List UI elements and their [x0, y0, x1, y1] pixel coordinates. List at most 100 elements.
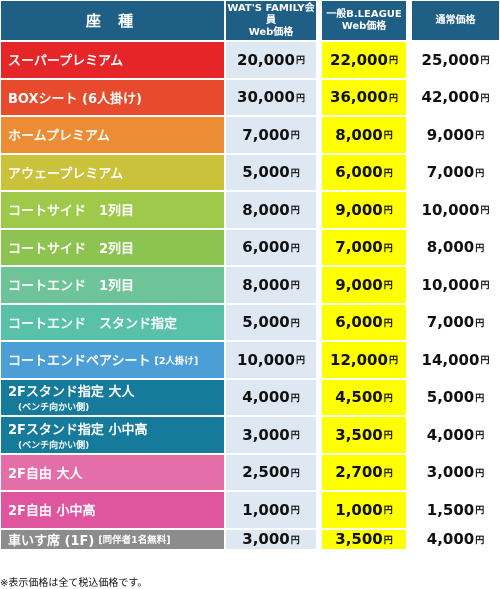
price-value: 5,000: [242, 163, 290, 182]
yen-unit: 円: [290, 393, 300, 404]
seat-name: ホームプレミアム: [0, 116, 225, 154]
header-league-line1: 一般B.LEAGUE: [326, 8, 402, 20]
seat-name-text: スーパープレミアム: [8, 54, 124, 70]
yen-unit: 円: [383, 393, 393, 404]
yen-unit: 円: [383, 131, 393, 142]
seat-name-text: BOXシート (6人掛け): [8, 91, 142, 107]
price-value: 1,000: [242, 500, 290, 519]
price-value: 20,000: [237, 50, 295, 69]
price-value: 25,000: [421, 50, 480, 69]
price-value: 22,000: [330, 50, 388, 69]
yen-unit: 円: [475, 131, 485, 142]
seat-name: コートエンド 1列目: [0, 266, 225, 304]
yen-unit: 円: [383, 535, 393, 546]
column-gap: [407, 41, 411, 79]
price-league: 7,000 円: [321, 228, 407, 266]
price-league: 4,500 円: [321, 378, 407, 416]
seat-name-text: ホームプレミアム: [8, 129, 110, 145]
price-family: 8,000 円: [225, 191, 317, 229]
price-value: 8,000: [426, 238, 475, 257]
price-value: 3,000: [242, 530, 290, 548]
price-family: 1,000 円: [225, 491, 317, 529]
price-value: 10,000: [237, 350, 295, 369]
price-family: 3,000 円: [225, 416, 317, 454]
column-gap: [407, 303, 411, 341]
seat-name: コートサイド 1列目: [0, 191, 225, 229]
seat-name: コートエンド スタンド指定: [0, 303, 225, 341]
seat-name: コートエンドペアシート [2人掛け]: [0, 341, 225, 379]
column-gap: [317, 491, 321, 529]
seat-name-text: 2F自由 小中高: [8, 504, 96, 520]
price-table: 座 種 WAT'S FAMILY会員 Web価格 一般B.LEAGUE Web価…: [0, 0, 500, 550]
yen-unit: 円: [383, 431, 393, 442]
column-gap: [317, 378, 321, 416]
price-family: 4,000 円: [225, 378, 317, 416]
price-value: 6,000: [335, 163, 383, 182]
column-gap: [407, 266, 411, 304]
price-regular: 4,000 円: [411, 528, 500, 550]
column-gap: [317, 116, 321, 154]
seat-name-text: コートエンドペアシート: [8, 354, 151, 370]
price-value: 9,000: [426, 125, 475, 144]
tax-note: ※表示価格は全て税込価格です。: [0, 578, 148, 589]
price-value: 30,000: [237, 88, 295, 107]
price-league: 8,000 円: [321, 116, 407, 154]
column-gap: [407, 491, 411, 529]
seat-name: スーパープレミアム: [0, 41, 225, 79]
seat-name: アウェープレミアム: [0, 153, 225, 191]
yen-unit: 円: [388, 356, 398, 367]
column-gap: [407, 191, 411, 229]
price-family: 2,500 円: [225, 453, 317, 491]
yen-unit: 円: [290, 431, 300, 442]
price-family: 5,000 円: [225, 303, 317, 341]
yen-unit: 円: [388, 56, 398, 67]
header-regular-price: 通常価格: [411, 0, 500, 41]
price-value: 4,000: [426, 425, 475, 444]
price-family: 6,000 円: [225, 228, 317, 266]
column-gap: [407, 416, 411, 454]
yen-unit: 円: [295, 56, 305, 67]
yen-unit: 円: [290, 206, 300, 217]
price-value: 9,000: [335, 200, 383, 219]
price-value: 8,000: [242, 200, 290, 219]
price-regular: 3,000 円: [411, 453, 500, 491]
price-value: 6,000: [242, 238, 290, 257]
yen-unit: 円: [295, 356, 305, 367]
header-family-line1: WAT'S FAMILY会員: [227, 2, 315, 26]
price-value: 4,000: [426, 530, 475, 548]
price-regular: 1,500 円: [411, 491, 500, 529]
price-value: 3,500: [335, 425, 383, 444]
column-gap: [407, 153, 411, 191]
yen-unit: 円: [480, 206, 490, 217]
price-family: 5,000 円: [225, 153, 317, 191]
price-value: 10,000: [421, 200, 480, 219]
seat-name-line2: (ベンチ向かい側): [18, 440, 90, 451]
column-gap: [317, 303, 321, 341]
price-regular: 10,000 円: [411, 266, 500, 304]
price-league: 6,000 円: [321, 303, 407, 341]
yen-unit: 円: [383, 318, 393, 329]
header-family-line2: Web価格: [248, 26, 294, 38]
price-value: 14,000: [421, 350, 480, 369]
yen-unit: 円: [290, 506, 300, 517]
seat-name-text: コートサイド 2列目: [8, 241, 135, 257]
yen-unit: 円: [290, 535, 300, 546]
yen-unit: 円: [475, 393, 485, 404]
price-league: 9,000 円: [321, 191, 407, 229]
price-league: 22,000 円: [321, 41, 407, 79]
yen-unit: 円: [383, 468, 393, 479]
yen-unit: 円: [480, 56, 490, 67]
price-value: 8,000: [242, 275, 290, 294]
seat-name-text: 2Fスタンド指定 小中高: [8, 422, 148, 438]
price-value: 2,700: [335, 463, 383, 482]
yen-unit: 円: [475, 318, 485, 329]
price-regular: 4,000 円: [411, 416, 500, 454]
column-gap: [407, 228, 411, 266]
column-gap: [407, 116, 411, 154]
price-value: 3,500: [335, 530, 383, 548]
column-gap: [407, 78, 411, 116]
price-family: 3,000 円: [225, 528, 317, 550]
seat-name: 2F自由 小中高: [0, 491, 225, 529]
price-value: 1,500: [426, 500, 475, 519]
column-gap: [317, 41, 321, 79]
